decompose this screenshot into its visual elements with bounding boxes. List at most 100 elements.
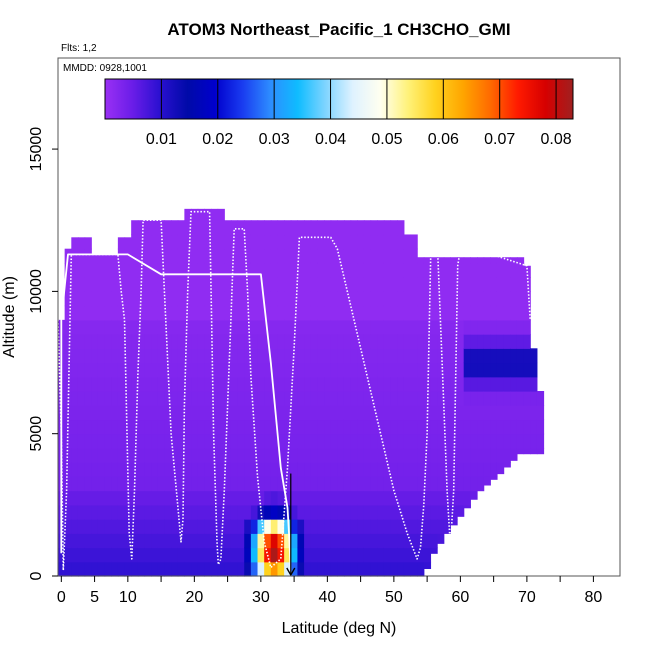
colorbar-tick-label: 0.07 [484,131,515,148]
heatmap-cell [390,348,398,364]
heatmap-cell [403,490,412,506]
heatmap-cell [443,291,451,307]
heatmap-cell [264,291,272,307]
heatmap-cell [224,234,232,250]
heatmap-cell [443,433,451,449]
heatmap-cell [324,348,332,364]
heatmap-cell [330,547,338,563]
heatmap-cell [157,433,166,449]
heatmap-cell [430,419,438,435]
heatmap-cell [297,362,305,378]
heatmap-cell [104,519,112,534]
heatmap-cell [324,362,332,378]
heatmap-cell [370,248,378,264]
heatmap-cell [191,405,199,421]
heatmap-cell [264,533,272,549]
heatmap-cell [523,376,531,392]
heatmap-cell [157,248,166,264]
heatmap-cell [343,504,352,520]
heatmap-cell [304,391,312,406]
heatmap-cell [91,262,99,278]
heatmap-cell [97,462,106,477]
heatmap-cell [217,391,225,406]
heatmap-cell [343,419,352,435]
heatmap-cell [111,262,119,278]
heatmap-cell [97,533,106,549]
heatmap-cell [310,419,318,435]
heatmap-cell [244,462,252,477]
heatmap-cell [450,277,458,292]
heatmap-cell [463,305,471,321]
heatmap-cell [71,262,79,278]
heatmap-cell [397,220,405,236]
heatmap-cell [191,561,199,577]
heatmap-cell [164,291,172,307]
heatmap-cell [204,547,212,563]
heatmap-cell [363,419,372,435]
heatmap-cell [270,447,279,463]
heatmap-cell [324,504,332,520]
heatmap-cell [470,305,478,321]
heatmap-cell [171,561,179,577]
heatmap-cell [151,248,159,264]
heatmap-cell [490,334,498,349]
heatmap-cell [443,305,451,321]
heatmap-cell [71,362,79,378]
heatmap-cell [310,334,318,349]
heatmap-cell [483,348,491,364]
heatmap-cell [264,348,272,364]
heatmap-cell [304,262,312,278]
heatmap-cell [97,547,106,563]
heatmap-cell [330,519,338,534]
heatmap-cell [324,490,332,506]
heatmap-cell [270,234,279,250]
heatmap-cell [204,433,212,449]
heatmap-cell [304,362,312,378]
heatmap-cell [483,362,491,378]
heatmap-cell [397,533,405,549]
heatmap-cell [516,277,525,292]
heatmap-cell [357,348,365,364]
heatmap-cell [117,504,126,520]
heatmap-cell [397,419,405,435]
heatmap-cell [224,533,232,549]
heatmap-cell [297,391,305,406]
heatmap-cell [237,234,245,250]
heatmap-cell [304,433,312,449]
heatmap-cell [71,433,79,449]
heatmap-cell [97,561,106,577]
heatmap-cell [530,419,538,435]
heatmap-cell [350,305,358,321]
heatmap-cell [184,220,192,236]
heatmap-cell [457,433,465,449]
heatmap-cell [430,277,438,292]
heatmap-cell [383,248,392,264]
heatmap-cell [284,220,292,236]
heatmap-cell [403,348,412,364]
heatmap-cell [503,419,511,435]
heatmap-cell [357,405,365,421]
heatmap-cell [244,220,252,236]
heatmap-cell [137,391,146,406]
heatmap-cell [317,362,325,378]
heatmap-cell [496,348,505,364]
heatmap-cell [343,405,352,421]
heatmap-cell [317,391,325,406]
heatmap-cell [483,257,491,264]
heatmap-cell [523,291,531,307]
heatmap-cell [410,291,418,307]
heatmap-cell [370,291,378,307]
colorbar-ticks: 0.01 0.02 0.03 0.04 0.05 0.06 0.07 0.08 [146,79,572,148]
heatmap-cell [171,220,179,236]
heatmap-cell [264,305,272,321]
heatmap-cell [496,319,505,335]
heatmap-cell [97,447,106,463]
heatmap-cell [217,234,225,250]
heatmap-cell [457,462,465,477]
heatmap-cell [357,447,365,463]
heatmap-cell [343,547,352,563]
heatmap-cell [377,234,385,250]
heatmap-cell [277,234,285,250]
heatmap-cell [217,348,225,364]
heatmap-cell [310,433,318,449]
